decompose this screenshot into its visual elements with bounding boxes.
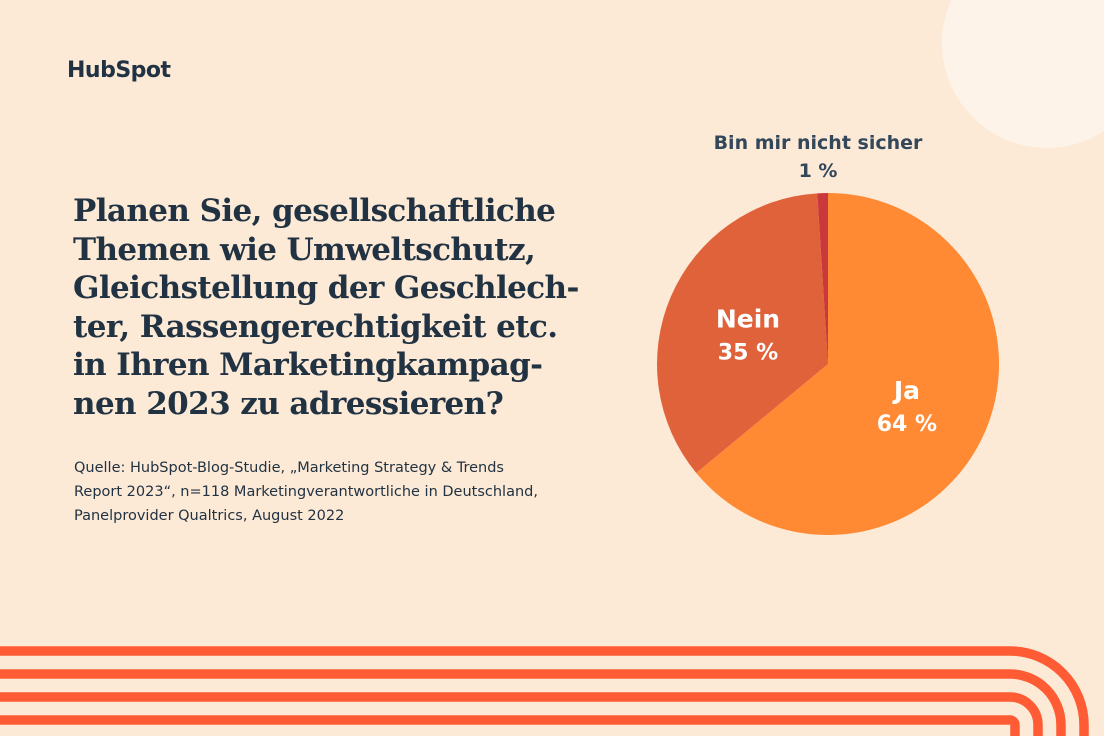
question-line: Themen wie Umweltschutz, (73, 231, 536, 268)
slice-value-label: 35 % (718, 340, 778, 365)
hubspot-logo: HubSpot (67, 58, 171, 83)
stripe-line (0, 646, 1089, 736)
source-line: Quelle: HubSpot-Blog-Studie, „Marketing … (74, 460, 504, 476)
slice-value-label: 1 % (799, 160, 838, 182)
logo-text: HubSpot (67, 58, 171, 83)
stripe-line (0, 669, 1066, 736)
question-line: ter, Rassengerechtigkeit etc. (73, 308, 558, 345)
pie-slice-2 (657, 193, 828, 473)
pie-slice-1 (696, 193, 1000, 535)
slice-label: Ja (892, 376, 920, 405)
question-line: in Ihren Marketingkampag- (73, 347, 543, 383)
slice-value-label: 64 % (877, 412, 937, 437)
question-line: nen 2023 zu adressieren? (73, 385, 504, 422)
chart-question: Planen Sie, gesellschaftliche Themen wie… (73, 192, 633, 423)
question-line: Gleichstellung der Geschlech- (73, 270, 579, 306)
slice-label: Bin mir nicht sicher (714, 132, 923, 154)
question-line: Planen Sie, gesellschaftliche (73, 193, 556, 229)
slice-label: Nein (716, 304, 780, 333)
source-line: Panelprovider Qualtrics, August 2022 (74, 508, 345, 524)
source-line: Report 2023“, n=118 Marketingverantwortl… (74, 484, 538, 500)
pie-slice-3 (817, 193, 828, 364)
stripe-line (0, 715, 1020, 736)
stripe-line (0, 692, 1043, 736)
source-note: Quelle: HubSpot-Blog-Studie, „Marketing … (74, 456, 574, 528)
